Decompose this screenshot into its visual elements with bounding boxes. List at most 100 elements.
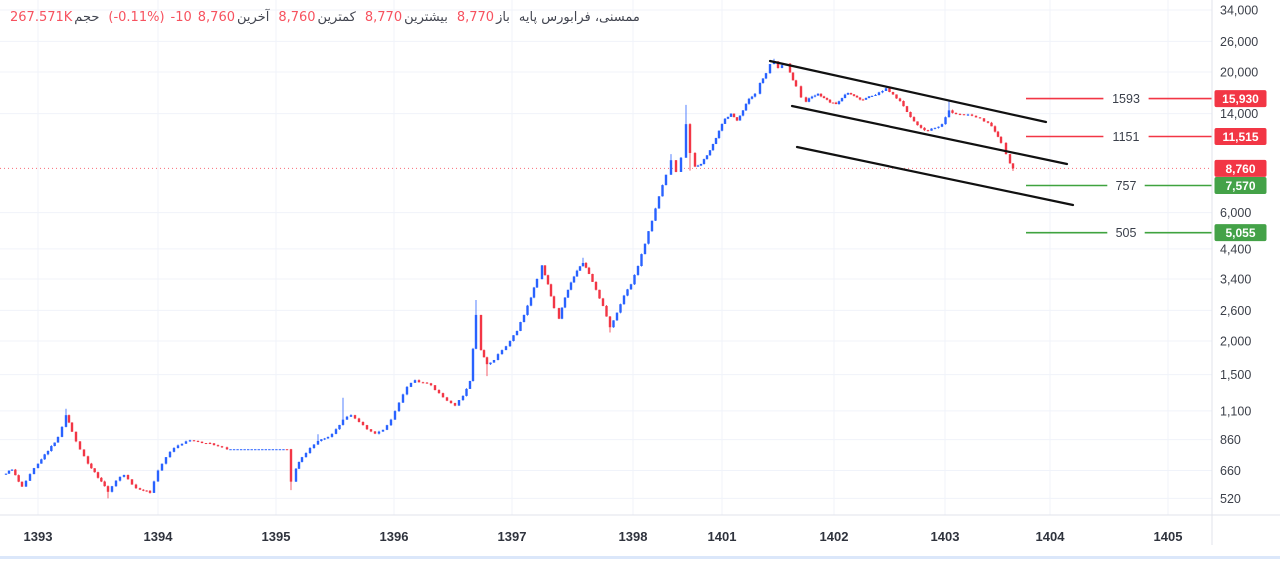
candle-body	[810, 96, 814, 99]
trendline-3[interactable]	[795, 145, 1075, 207]
candle-body	[261, 449, 264, 451]
candle-body	[999, 136, 1003, 143]
candle-body	[723, 118, 727, 124]
x-axis-label: 1401	[708, 529, 737, 544]
candle-body	[204, 443, 208, 445]
candle-body	[546, 275, 550, 285]
candle-body	[32, 468, 36, 475]
candle-body	[180, 443, 184, 446]
candle-body	[540, 265, 544, 279]
candle-body	[974, 115, 978, 118]
level-line-757[interactable]: 757	[1026, 177, 1212, 194]
level-line-1593[interactable]: 1593	[1026, 90, 1212, 107]
candle-body	[90, 463, 93, 469]
candle-body	[807, 98, 811, 102]
time-axis[interactable]	[0, 515, 1280, 561]
candle-body	[401, 394, 405, 403]
chart-pane[interactable]	[0, 0, 1212, 515]
candle-body	[24, 480, 28, 487]
candle-body	[822, 96, 826, 99]
legend-last-label: آخرین	[236, 10, 270, 25]
candle-body	[413, 380, 417, 383]
footer-strip	[0, 556, 1280, 559]
candle-body	[361, 421, 365, 426]
trendline-1[interactable]	[768, 59, 1048, 124]
level-label: 757	[1116, 179, 1137, 193]
y-axis-label: 20,000	[1220, 65, 1258, 79]
candlesticks	[4, 58, 1015, 499]
candle-body	[417, 380, 421, 383]
candle-body	[569, 282, 573, 290]
candle-body	[297, 461, 301, 469]
candle-body	[612, 320, 615, 328]
candle-body	[744, 103, 748, 111]
candle-body	[437, 390, 441, 394]
candle-body	[912, 117, 916, 122]
candle-body	[225, 447, 229, 450]
level-label: 1151	[1113, 130, 1140, 144]
candle-body	[320, 439, 323, 441]
candle-body	[294, 468, 298, 482]
candle-body	[909, 112, 912, 118]
candle-body	[657, 196, 661, 209]
candle-body	[776, 61, 780, 68]
candle-body	[750, 96, 754, 99]
candle-body	[705, 155, 709, 160]
candle-body	[825, 98, 829, 100]
candle-body	[46, 450, 50, 455]
candle-body	[78, 441, 82, 450]
candle-body	[126, 475, 130, 480]
candle-body	[605, 305, 608, 317]
candle-body	[535, 279, 539, 288]
price-badge-label: 11,515	[1222, 130, 1258, 144]
level-line-505[interactable]: 505	[1026, 224, 1212, 241]
candle-body	[902, 101, 905, 107]
y-axis-label: 860	[1220, 433, 1241, 447]
candle-body	[250, 449, 253, 451]
candle-body	[951, 110, 954, 113]
y-axis-label: 3,400	[1220, 273, 1251, 287]
candle-body	[944, 117, 947, 125]
level-label-bg	[1107, 224, 1145, 241]
level-line-1151[interactable]: 1151	[1026, 128, 1212, 145]
candle-body	[761, 78, 765, 84]
price-badge-label: 8,760	[1225, 162, 1255, 176]
candle-body	[14, 469, 17, 476]
trendline-2[interactable]	[790, 104, 1069, 166]
candle-body	[479, 314, 483, 351]
y-axis-label: 520	[1220, 492, 1241, 506]
candle-body	[134, 484, 138, 489]
candle-body	[275, 449, 278, 451]
candle-body	[629, 284, 633, 290]
candle-body	[445, 397, 449, 401]
y-axis-label: 1,100	[1220, 404, 1251, 418]
candle-body	[53, 442, 56, 447]
candle-body	[563, 297, 567, 308]
candle-body	[930, 128, 933, 131]
y-axis-label: 4,400	[1220, 242, 1251, 256]
candle-body	[100, 477, 103, 482]
price-badge-bg	[1214, 90, 1267, 108]
candle-body	[919, 125, 923, 128]
candle-body	[409, 382, 413, 387]
candle-body	[828, 99, 832, 103]
symbol-legend: 267.571K حجم (-0.11%) -10 8,760 آخرین 8,…	[10, 9, 640, 27]
candle-body	[43, 454, 46, 460]
candle-body	[330, 433, 334, 437]
x-axis-label: 1394	[144, 529, 174, 544]
level-label-bg	[1107, 177, 1145, 194]
candle-body	[64, 415, 68, 427]
candle-body	[461, 395, 465, 401]
candle-body	[729, 113, 733, 117]
candle-body	[482, 350, 486, 358]
price-axis[interactable]	[1212, 0, 1280, 515]
candle-body	[594, 281, 598, 290]
candle-body	[877, 92, 881, 95]
candle-body	[664, 174, 668, 186]
candle-body	[257, 449, 260, 451]
candle-body	[457, 400, 461, 406]
candle-body	[714, 138, 718, 144]
candle-body	[834, 102, 838, 105]
candle-body	[996, 131, 1000, 137]
